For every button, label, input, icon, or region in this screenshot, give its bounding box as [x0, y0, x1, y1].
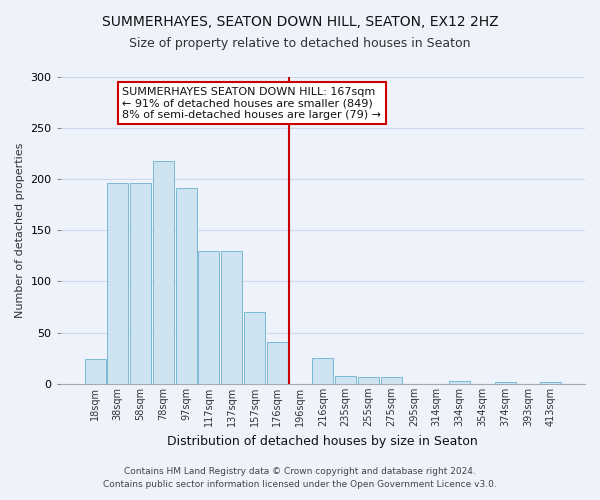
- Bar: [244, 312, 265, 384]
- Y-axis label: Number of detached properties: Number of detached properties: [15, 142, 25, 318]
- Bar: [130, 183, 151, 384]
- Text: Contains HM Land Registry data © Crown copyright and database right 2024.
Contai: Contains HM Land Registry data © Crown c…: [103, 467, 497, 489]
- Text: SUMMERHAYES, SEATON DOWN HILL, SEATON, EX12 2HZ: SUMMERHAYES, SEATON DOWN HILL, SEATON, E…: [101, 15, 499, 29]
- Bar: [267, 342, 288, 384]
- Bar: [107, 183, 128, 384]
- Text: SUMMERHAYES SEATON DOWN HILL: 167sqm
← 91% of detached houses are smaller (849)
: SUMMERHAYES SEATON DOWN HILL: 167sqm ← 9…: [122, 86, 382, 120]
- Bar: [85, 360, 106, 384]
- Bar: [381, 376, 401, 384]
- Bar: [540, 382, 561, 384]
- Bar: [313, 358, 334, 384]
- Bar: [358, 376, 379, 384]
- Bar: [153, 160, 174, 384]
- Bar: [176, 188, 197, 384]
- X-axis label: Distribution of detached houses by size in Seaton: Distribution of detached houses by size …: [167, 434, 478, 448]
- Bar: [199, 250, 220, 384]
- Bar: [221, 250, 242, 384]
- Bar: [449, 381, 470, 384]
- Bar: [494, 382, 515, 384]
- Text: Size of property relative to detached houses in Seaton: Size of property relative to detached ho…: [129, 38, 471, 51]
- Bar: [335, 376, 356, 384]
